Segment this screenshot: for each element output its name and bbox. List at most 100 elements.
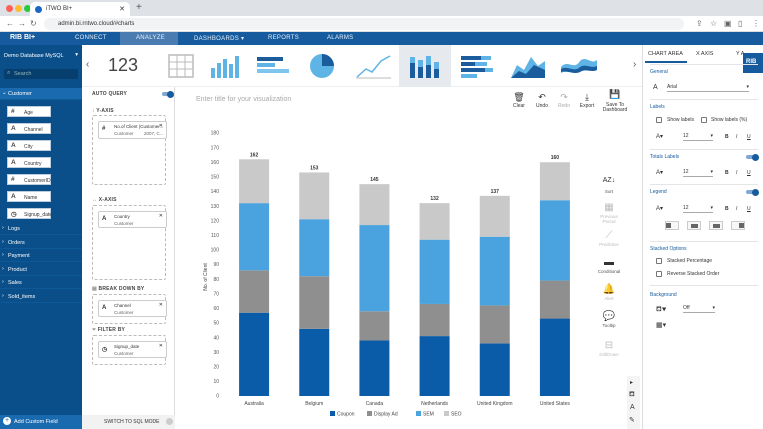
export-button[interactable]: ⤓ Export [575,92,599,109]
field-signup-date[interactable]: ◷ Signup_date [7,208,52,219]
background-select[interactable]: Off ▾ [683,303,715,313]
break-down-field-chip[interactable]: A Channel Customer ✕ [98,300,167,317]
font-size-select[interactable]: 12 ▾ [683,203,713,213]
close-window-dot[interactable] [6,5,13,12]
tab-chart-area[interactable]: CHART AREA [648,51,683,57]
chart-type-column[interactable] [204,51,246,81]
reverse-stacked-checkbox[interactable] [656,271,662,277]
clear-button[interactable]: 🗑 Clear [507,92,531,109]
nav-dashboards[interactable]: DASHBOARDS ▾ [194,36,245,42]
new-tab-icon[interactable]: + [136,2,142,13]
chevron-right-icon[interactable]: › [633,59,637,70]
paint-bucket-icon[interactable]: ⛾ [629,391,635,398]
underline-button[interactable]: U [747,170,751,176]
x-axis-dropzone[interactable] [92,205,166,280]
show-labels-checkbox[interactable] [656,117,662,123]
remove-field-icon[interactable]: ✕ [158,302,163,308]
legend-position-right[interactable] [731,221,745,230]
rib-side-button[interactable]: RIB [743,53,763,73]
totals-labels-toggle[interactable] [746,153,759,161]
legend-position-left[interactable] [665,221,679,230]
bold-button[interactable]: B [725,206,729,212]
font-color-icon[interactable]: A▾ [656,170,664,176]
chart-type-pie[interactable] [301,51,343,81]
chart-type-table[interactable] [160,51,202,81]
font-color-icon[interactable]: A▾ [656,134,664,140]
field-city[interactable]: A City [7,140,51,151]
field-channel[interactable]: A Channel [7,123,51,134]
chart-type-area[interactable] [507,51,549,81]
sql-mode-toggle[interactable] [166,418,173,425]
nav-connect[interactable]: CONNECT [75,35,107,41]
field-country[interactable]: A Country [7,157,51,168]
nav-reports[interactable]: REPORTS [268,35,299,41]
remove-field-icon[interactable]: ✕ [158,123,163,129]
table-sold-items[interactable]: › Sold_items [0,291,82,303]
table-product[interactable]: › Product [0,264,82,276]
italic-button[interactable]: I [736,206,738,212]
search-input[interactable]: ⌕ Search [4,69,78,79]
visualization-title-input[interactable]: Enter title for your visualization [196,96,292,103]
extension-icon[interactable]: ▣ [724,19,732,28]
sidebar-toggle-icon[interactable]: ▯ [738,19,743,28]
table-payment[interactable]: › Payment [0,250,82,262]
italic-button[interactable]: I [736,134,738,140]
switch-to-sql-mode-button[interactable]: SWITCH TO SQL MODE [82,415,175,429]
fill-color-icon[interactable]: ⛾▾ [656,306,667,313]
save-to-dashboard-button[interactable]: 💾 Save To Dashboard [601,90,629,113]
stacked-percentage-checkbox[interactable] [656,258,662,264]
tooltip-button[interactable]: 💬 Tooltip [595,311,623,328]
remove-field-icon[interactable]: ✕ [158,343,163,349]
y-axis-dropzone[interactable] [92,115,166,185]
chevron-left-icon[interactable]: ‹ [86,59,90,70]
chart-type-bar[interactable] [252,51,294,81]
field-name[interactable]: A Name [7,191,51,202]
undo-button[interactable]: ↶ Undo [530,92,554,109]
url-field[interactable]: admin.bi.rntwo.cloud/#charts [44,18,684,30]
grid-pattern-icon[interactable]: ▦▾ [656,322,667,329]
nav-analyze[interactable]: ANALYZE [136,35,165,41]
underline-button[interactable]: U [747,134,751,140]
back-icon[interactable]: ← [6,19,14,28]
collapse-arrow-icon[interactable]: ▸ [630,380,634,386]
browser-menu-icon[interactable]: ⋮ [752,19,760,28]
close-tab-icon[interactable]: ✕ [119,6,125,13]
legend-toggle[interactable] [746,188,759,196]
show-labels-percent-checkbox[interactable] [701,117,707,123]
add-custom-field-button[interactable]: + Add Custom Field [0,415,82,429]
pencil-icon[interactable]: ✎ [629,417,635,424]
sort-button[interactable]: AZ↓ Sort [595,177,623,194]
field-customerid[interactable]: # CustomerID [7,174,51,185]
font-icon[interactable]: A [630,404,635,411]
auto-query-toggle[interactable] [162,90,174,98]
y-axis-field-chip[interactable]: # No.of Client (Customer... Customer 200… [98,121,167,139]
remove-field-icon[interactable]: ✕ [158,213,163,219]
maximize-window-dot[interactable] [24,5,31,12]
predictive-button[interactable]: ⟋ Predictive [595,230,623,247]
chart-type-stream[interactable] [558,51,600,81]
font-size-select[interactable]: 12 ▾ [683,167,713,177]
bold-button[interactable]: B [725,170,729,176]
browser-tab[interactable]: iTWO BI+ ✕ [30,2,130,16]
chart-type-stacked-column[interactable] [404,51,446,81]
tab-x-axis[interactable]: X AXIS [696,51,714,57]
chart-type-stacked-bar[interactable] [456,51,498,81]
italic-button[interactable]: I [736,170,738,176]
font-size-select[interactable]: 12 ▾ [683,131,713,141]
chart-type-line[interactable] [352,51,394,81]
conditional-button[interactable]: ▬ Conditional [595,257,623,274]
filter-field-chip[interactable]: ◷ Signup_date Customer ✕ [98,341,167,358]
nav-alarms[interactable]: ALARMS [327,35,354,41]
table-sales[interactable]: › Sales [0,277,82,289]
drilldown-button[interactable]: ⊟ DrillDown [595,340,623,357]
reload-icon[interactable]: ↻ [30,19,37,28]
bold-button[interactable]: B [725,134,729,140]
table-logs[interactable]: › Logs [0,223,82,235]
field-age[interactable]: # Age [7,106,51,117]
font-family-select[interactable]: Arial ▾ [667,82,749,92]
database-selector[interactable]: Demo Database MySQL ▾ [2,51,80,61]
chart-type-number[interactable]: 123 [108,55,139,75]
table-orders[interactable]: › Orders [0,237,82,249]
bookmark-icon[interactable]: ☆ [710,19,718,28]
alert-button[interactable]: 🔔 Alert [595,284,623,301]
